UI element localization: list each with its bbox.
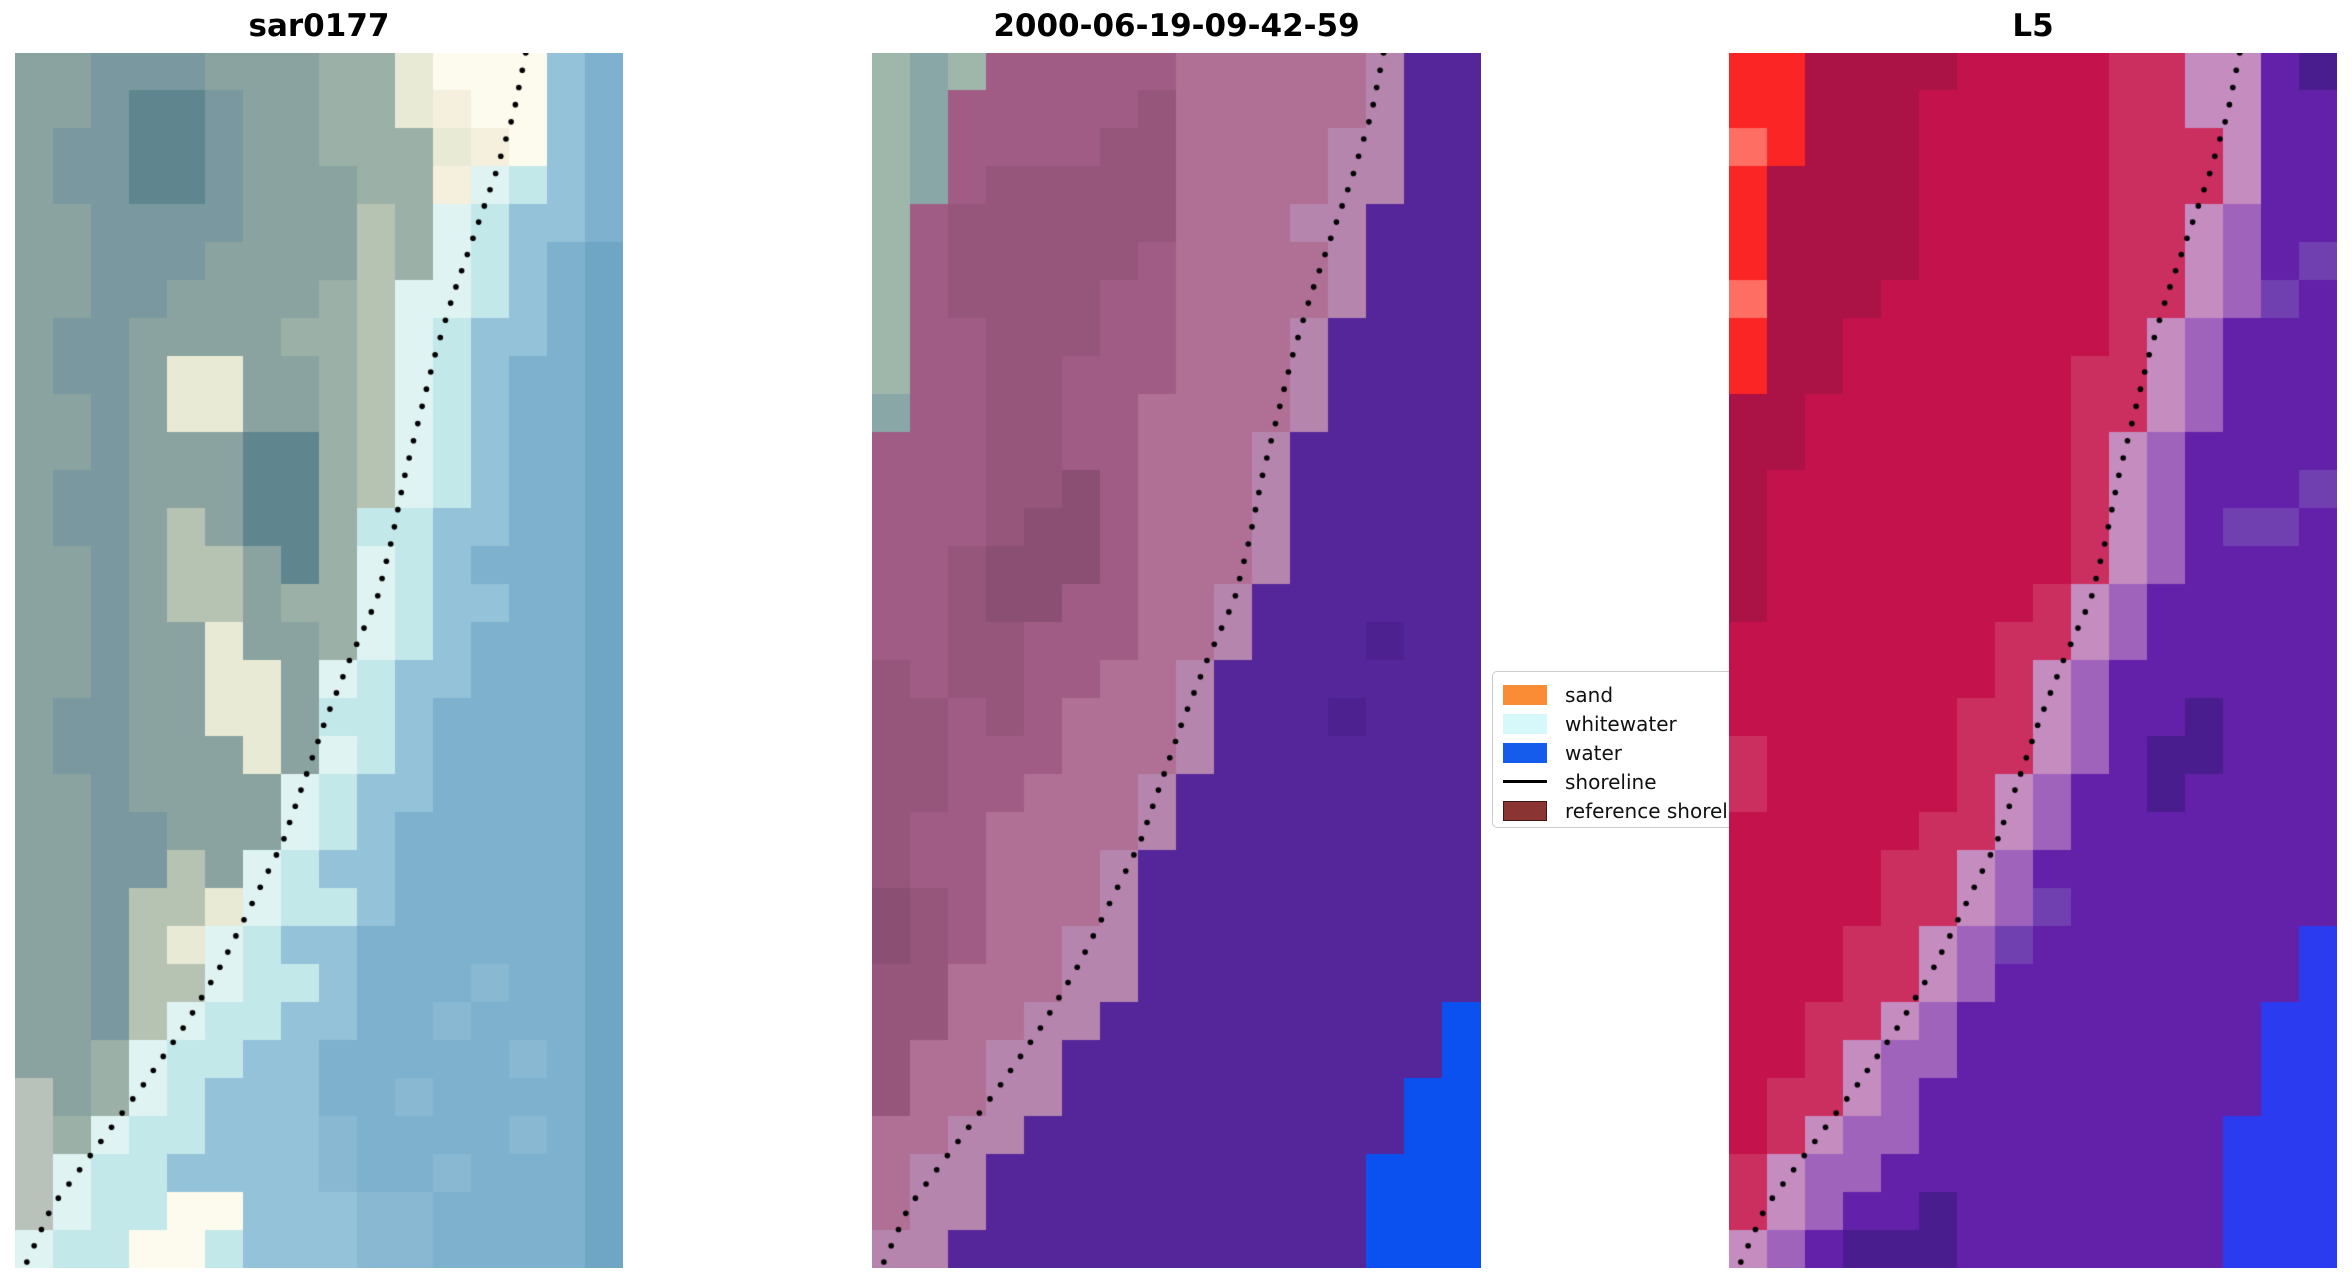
- legend-label: reference shoreline: [1565, 798, 1759, 823]
- legend-item-shoreline: shoreline: [1503, 767, 1781, 796]
- legend-item-water: water: [1503, 738, 1781, 767]
- panel-title-l5: L5: [2012, 8, 2054, 44]
- legend-item-reference-shoreline: reference shoreline: [1503, 796, 1781, 825]
- l5-image-with-shoreline: [1729, 53, 2337, 1268]
- panel-l5: [1729, 53, 2337, 1268]
- legend-label: whitewater: [1565, 711, 1677, 736]
- panel-sar0177: [15, 53, 623, 1268]
- sar-image-with-shoreline: [15, 53, 623, 1268]
- legend-line-swatch: [1503, 780, 1547, 783]
- legend-item-whitewater: whitewater: [1503, 709, 1781, 738]
- classified-image-with-shoreline: [872, 53, 1481, 1268]
- legend-patch-swatch: [1503, 800, 1547, 821]
- legend-label: shoreline: [1565, 769, 1657, 794]
- legend-label: water: [1565, 740, 1622, 765]
- legend-patch-swatch: [1503, 742, 1547, 763]
- legend-patch-swatch: [1503, 713, 1547, 734]
- legend-item-sand: sand: [1503, 680, 1781, 709]
- legend-patch-swatch: [1503, 684, 1547, 705]
- panel-title-sar0177: sar0177: [248, 8, 390, 44]
- panel-title-date: 2000-06-19-09-42-59: [993, 8, 1360, 44]
- panel-classified-2000-06-19: [872, 53, 1481, 1268]
- legend-label: sand: [1565, 682, 1614, 707]
